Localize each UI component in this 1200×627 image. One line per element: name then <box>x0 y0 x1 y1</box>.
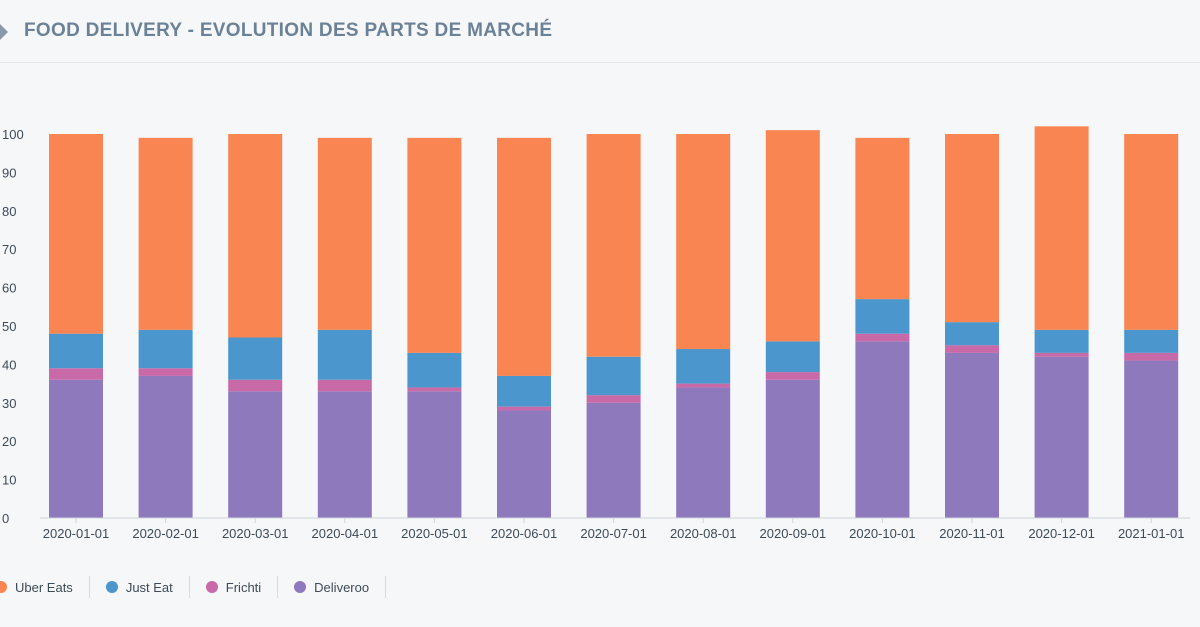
bar-segment-deliveroo[interactable] <box>586 402 641 518</box>
bar-segment-deliveroo[interactable] <box>49 379 103 518</box>
y-tick-label: 0 <box>2 511 9 526</box>
bar-segment-uber-eats[interactable] <box>855 137 910 300</box>
bar-segment-uber-eats[interactable] <box>945 134 999 323</box>
legend-dot-just-eat <box>105 581 118 593</box>
y-tick-label: 50 <box>2 319 16 334</box>
y-tick-label: 70 <box>2 242 16 257</box>
legend-dot-deliveroo <box>294 581 307 593</box>
bar-segment-deliveroo[interactable] <box>497 410 551 518</box>
bar-segment-frichti[interactable] <box>138 368 193 376</box>
chart-header: FOOD DELIVERY - EVOLUTION DES PARTS DE M… <box>0 0 1200 63</box>
x-tick-label: 2020-12-01 <box>1028 526 1095 541</box>
legend-item-deliveroo[interactable]: Deliveroo <box>294 576 387 598</box>
x-tick-label: 2020-09-01 <box>760 526 827 541</box>
bars-group <box>49 126 1179 518</box>
bar-segment-frichti[interactable] <box>1034 352 1089 357</box>
bar-segment-just-eat[interactable] <box>1124 329 1179 353</box>
bar-segment-deliveroo[interactable] <box>855 341 910 518</box>
x-tick-label: 2020-01-01 <box>43 526 110 541</box>
legend-item-uber-eats[interactable]: Uber Eats <box>0 576 90 598</box>
x-tick-label: 2020-03-01 <box>222 526 289 541</box>
y-tick-label: 30 <box>2 396 16 411</box>
collapse-arrow-icon[interactable] <box>0 24 10 40</box>
bar-segment-frichti[interactable] <box>317 379 372 392</box>
bar-segment-frichti[interactable] <box>765 372 820 380</box>
legend-label: Uber Eats <box>15 579 73 595</box>
x-tick-label: 2020-02-01 <box>132 526 199 541</box>
y-tick-label: 100 <box>2 127 24 142</box>
bar-segment-uber-eats[interactable] <box>1034 126 1089 330</box>
bar-segment-just-eat[interactable] <box>497 375 551 407</box>
y-tick-label: 40 <box>2 357 16 372</box>
bar-segment-uber-eats[interactable] <box>1124 134 1179 330</box>
bar-segment-just-eat[interactable] <box>855 299 910 334</box>
x-tick-label: 2020-10-01 <box>849 526 916 541</box>
bar-segment-uber-eats[interactable] <box>407 137 462 353</box>
bar-segment-just-eat[interactable] <box>676 349 731 384</box>
x-tick-label: 2020-04-01 <box>312 526 379 541</box>
bar-segment-uber-eats[interactable] <box>765 130 820 342</box>
bar-segment-frichti[interactable] <box>676 383 731 388</box>
x-tick-label: 2020-11-01 <box>939 526 1005 541</box>
bar-segment-frichti[interactable] <box>407 387 462 392</box>
x-tick-label: 2020-07-01 <box>580 526 647 541</box>
bar-segment-just-eat[interactable] <box>765 341 820 373</box>
bar-segment-just-eat[interactable] <box>1034 329 1089 353</box>
y-axis: 0 10 20 30 40 50 60 70 80 90 100 <box>2 127 24 526</box>
bar-segment-frichti[interactable] <box>945 345 999 353</box>
y-tick-label: 80 <box>2 204 16 219</box>
bar-segment-just-eat[interactable] <box>586 356 641 396</box>
bar-segment-uber-eats[interactable] <box>228 134 283 338</box>
y-tick-label: 60 <box>2 281 16 296</box>
bar-segment-just-eat[interactable] <box>317 329 372 380</box>
bar-segment-just-eat[interactable] <box>138 329 193 369</box>
bar-segment-frichti[interactable] <box>1124 352 1179 361</box>
bar-segment-just-eat[interactable] <box>945 322 999 346</box>
chart-title: FOOD DELIVERY - EVOLUTION DES PARTS DE M… <box>24 20 553 41</box>
y-tick-label: 10 <box>2 473 16 488</box>
bar-segment-frichti[interactable] <box>49 368 103 380</box>
y-tick-label: 90 <box>2 165 16 180</box>
x-tick-label: 2020-05-01 <box>401 526 468 541</box>
bar-segment-just-eat[interactable] <box>407 352 462 388</box>
x-axis: 2020-01-01 2020-02-01 2020-03-01 2020-04-01… <box>43 518 1185 541</box>
bar-segment-deliveroo[interactable] <box>1124 360 1179 518</box>
x-tick-label: 2020-08-01 <box>670 526 737 541</box>
bar-segment-just-eat[interactable] <box>228 337 283 380</box>
bar-segment-deliveroo[interactable] <box>765 379 820 518</box>
bar-segment-uber-eats[interactable] <box>317 137 372 330</box>
bar-segment-frichti[interactable] <box>586 395 641 403</box>
legend-label: Frichti <box>225 579 262 595</box>
bar-segment-deliveroo[interactable] <box>407 391 462 518</box>
legend-label: Deliveroo <box>314 579 370 595</box>
bar-segment-deliveroo[interactable] <box>228 391 283 518</box>
bar-segment-deliveroo[interactable] <box>138 375 193 518</box>
bar-segment-deliveroo[interactable] <box>676 387 731 518</box>
legend: Uber Eats Just Eat Frichti Deliveroo <box>0 575 402 599</box>
bar-segment-uber-eats[interactable] <box>586 134 641 357</box>
y-tick-label: 20 <box>2 434 16 449</box>
bar-segment-frichti[interactable] <box>497 406 551 411</box>
legend-dot-uber-eats <box>0 581 7 593</box>
bar-segment-just-eat[interactable] <box>49 333 103 369</box>
x-tick-label: 2021-01-01 <box>1118 526 1185 541</box>
bar-segment-uber-eats[interactable] <box>138 137 193 330</box>
legend-label: Just Eat <box>125 579 173 595</box>
bar-segment-deliveroo[interactable] <box>945 352 999 518</box>
bar-segment-deliveroo[interactable] <box>1034 356 1089 518</box>
bar-segment-frichti[interactable] <box>855 333 910 342</box>
bar-segment-deliveroo[interactable] <box>317 391 372 518</box>
x-tick-label: 2020-06-01 <box>491 526 558 541</box>
bar-segment-frichti[interactable] <box>228 379 283 392</box>
legend-item-frichti[interactable]: Frichti <box>205 576 279 598</box>
legend-item-just-eat[interactable]: Just Eat <box>105 576 190 598</box>
legend-dot-frichti <box>205 581 218 593</box>
bar-segment-uber-eats[interactable] <box>676 134 731 350</box>
bar-segment-uber-eats[interactable] <box>497 137 551 376</box>
bar-segment-uber-eats[interactable] <box>49 134 103 334</box>
